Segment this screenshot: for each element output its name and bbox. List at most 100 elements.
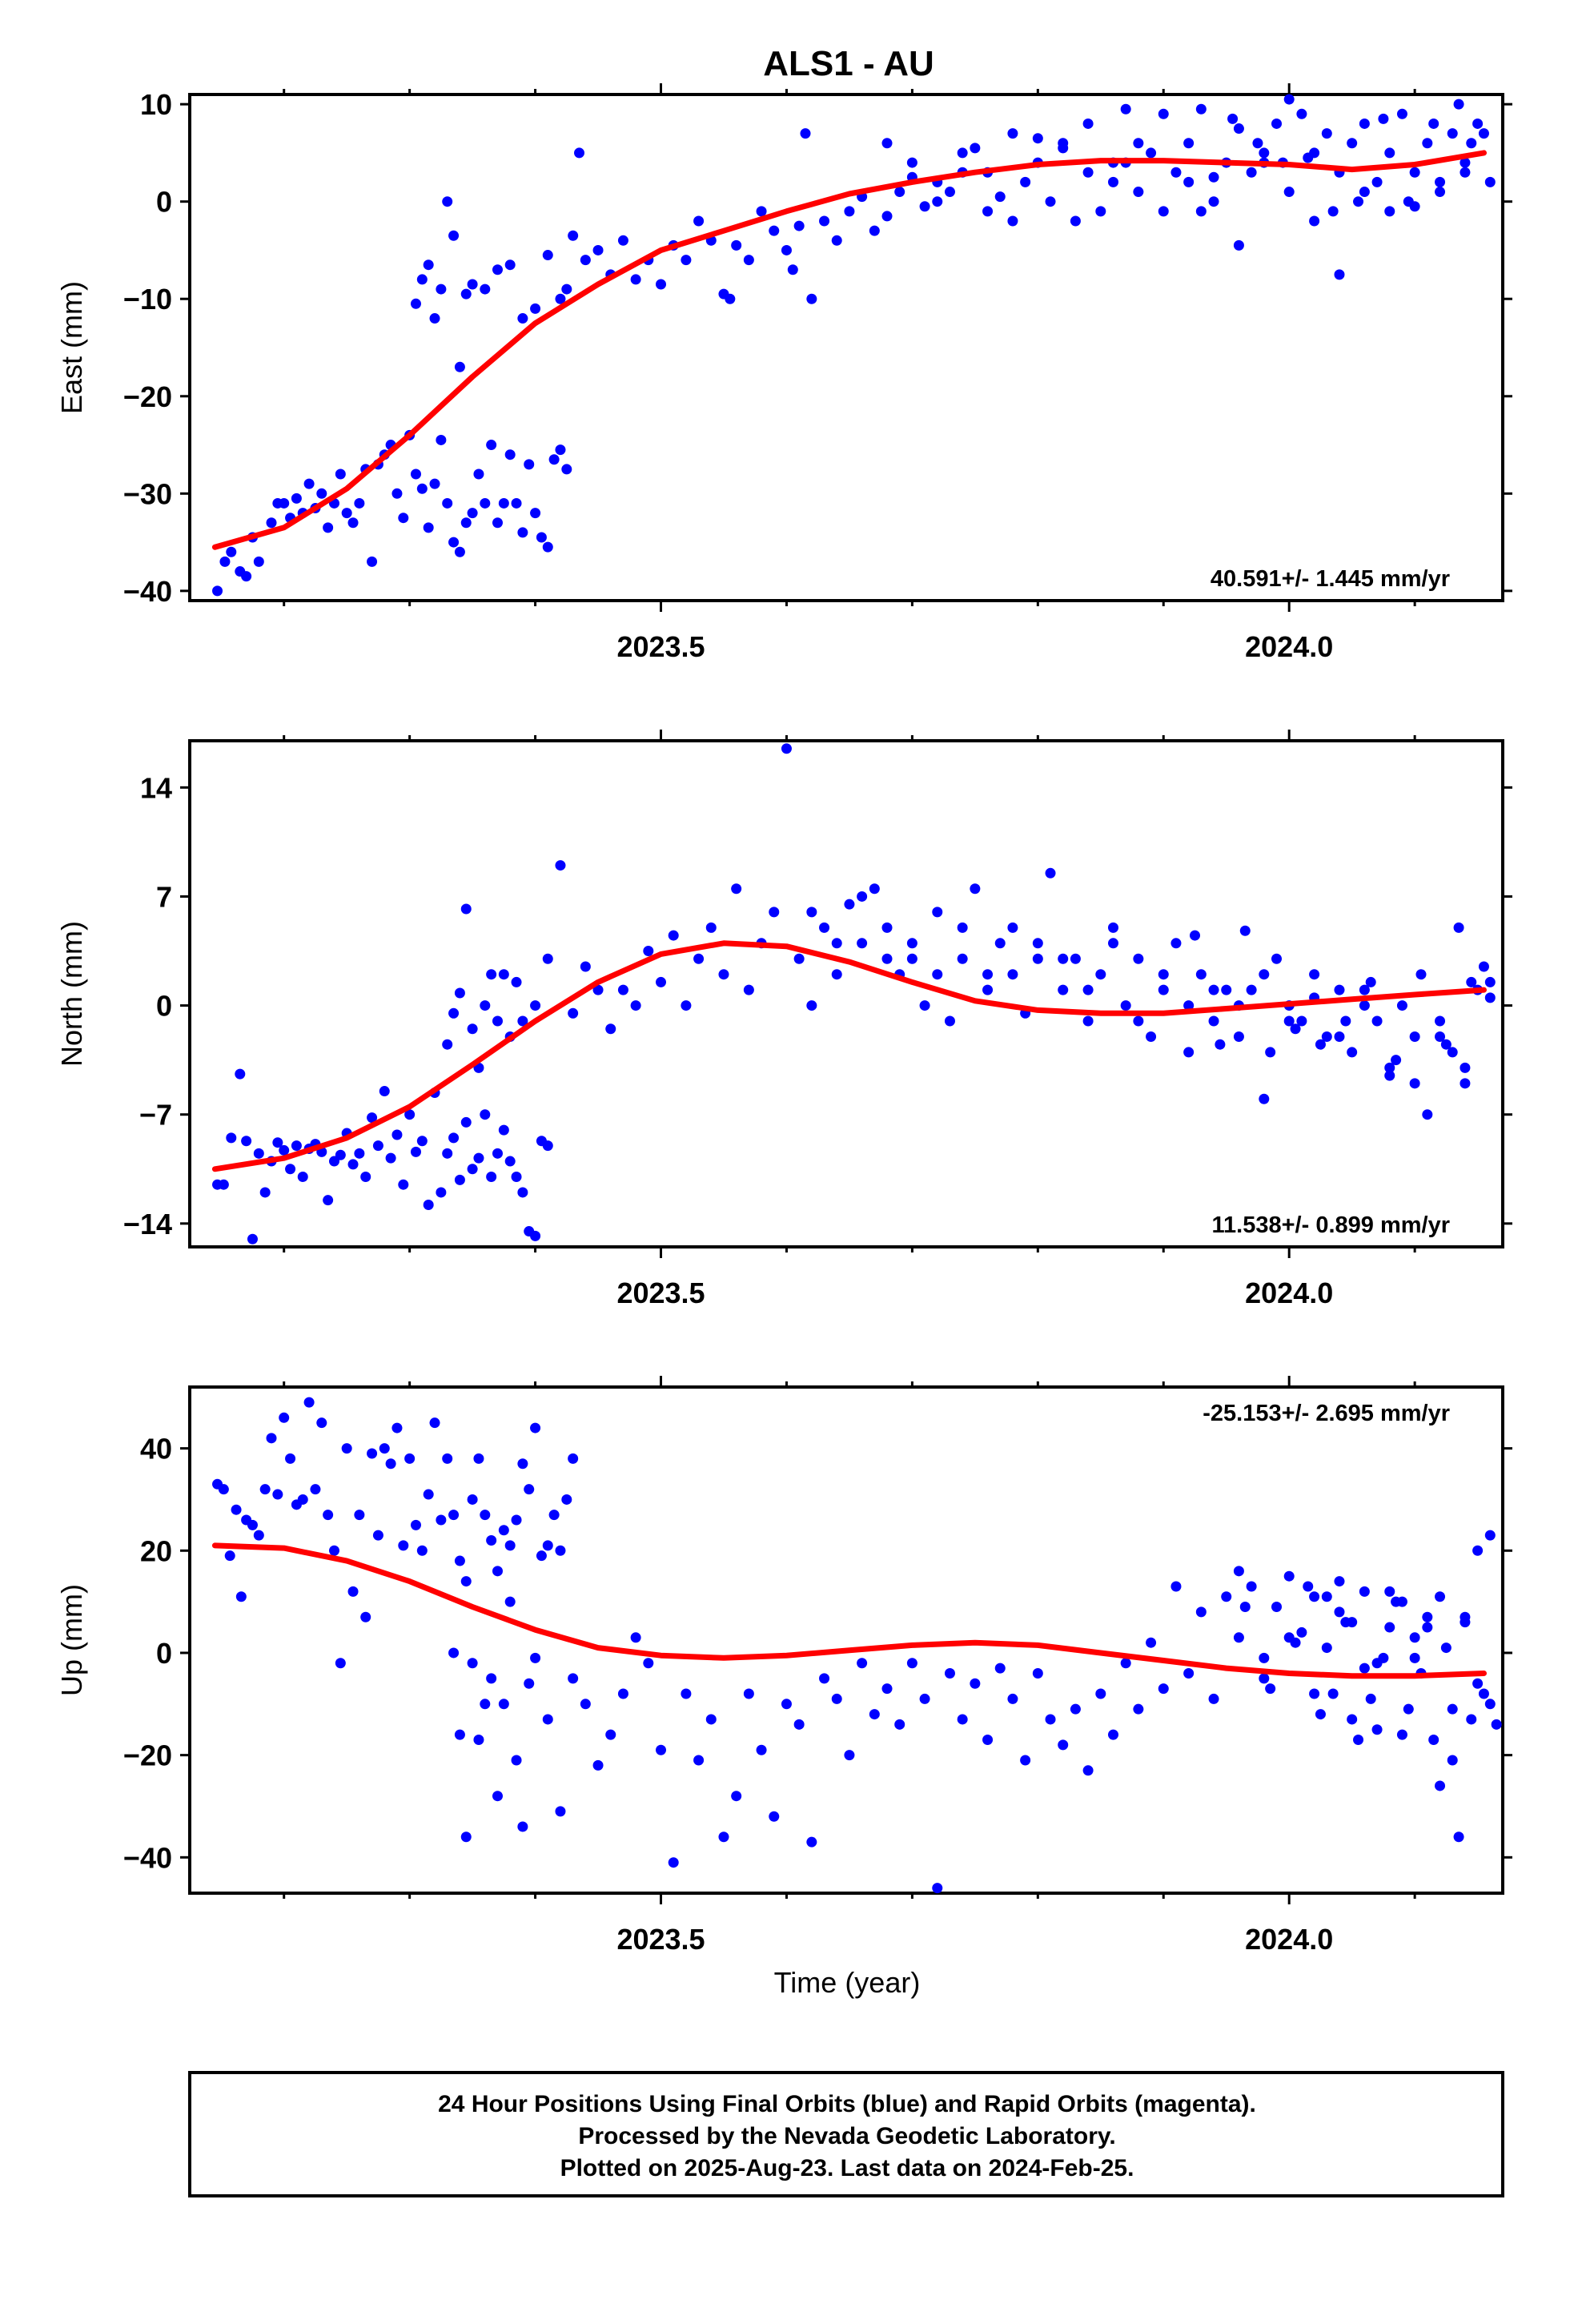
data-point-north (1107, 938, 1118, 949)
data-point-up (1309, 1688, 1320, 1699)
data-point-north (857, 891, 868, 902)
data-point-up (504, 1596, 516, 1607)
data-point-north (1133, 953, 1144, 964)
data-point-up (524, 1678, 535, 1689)
data-point-up (1120, 1658, 1131, 1669)
data-point-up (1265, 1683, 1276, 1695)
data-point-north (367, 1112, 378, 1124)
data-point-up (1334, 1606, 1345, 1618)
data-point-east (1208, 196, 1219, 207)
data-point-east (756, 206, 767, 217)
data-point-up (568, 1453, 579, 1464)
data-point-north (1259, 969, 1270, 980)
data-point-up (681, 1688, 692, 1699)
data-point-east (787, 264, 798, 275)
data-point-north (1283, 1015, 1295, 1027)
data-point-east (970, 143, 981, 154)
data-point-east (498, 497, 509, 509)
data-point-east (1227, 113, 1239, 124)
panel-north: −14 −7 0 7 14 2023.5 2024.0 North (mm) 11.538+/-… (55, 730, 1512, 1309)
data-point-up (1440, 1642, 1452, 1654)
data-point-up (857, 1658, 868, 1669)
data-point-east (423, 522, 434, 533)
fit-line-north (211, 940, 1487, 1172)
data-point-up (372, 1530, 383, 1541)
data-point-east (492, 264, 503, 275)
data-point-up (1296, 1626, 1307, 1638)
y-tick-label-east: 10 (140, 88, 172, 121)
data-point-north (1183, 1000, 1195, 1011)
data-point-north (285, 1164, 296, 1175)
data-point-up (530, 1422, 541, 1433)
y-axis-label-north: North (mm) (55, 921, 88, 1067)
data-point-up (1271, 1602, 1283, 1613)
data-point-up (1327, 1688, 1339, 1699)
data-point-north (398, 1179, 409, 1190)
data-point-up (932, 1883, 943, 1894)
data-point-east (1233, 123, 1244, 135)
data-point-east (881, 138, 893, 149)
data-point-east (467, 279, 478, 290)
data-point-east (1259, 147, 1270, 159)
y-tick-label-up: −20 (123, 1739, 172, 1772)
data-point-east (1195, 103, 1207, 115)
data-point-north (1365, 976, 1376, 987)
data-point-east (1107, 176, 1118, 187)
data-point-east (1484, 176, 1496, 187)
data-point-up (844, 1750, 855, 1761)
data-point-east (957, 147, 968, 159)
data-point-east (1158, 206, 1169, 217)
data-point-north (473, 1152, 484, 1164)
data-point-up (517, 1821, 528, 1832)
data-point-north (460, 1116, 472, 1128)
data-point-up (1466, 1714, 1477, 1725)
data-point-east (266, 517, 277, 529)
rate-label-north: 11.538+/- 0.899 mm/yr (1212, 1212, 1450, 1238)
data-point-up (473, 1734, 484, 1745)
data-point-east (555, 293, 566, 304)
data-point-east (492, 517, 503, 529)
data-point-east (881, 211, 893, 222)
data-point-north (404, 1109, 416, 1120)
data-point-north (448, 1132, 460, 1144)
data-point-north (486, 969, 497, 980)
data-point-east (806, 293, 817, 304)
data-point-east (530, 508, 541, 519)
data-point-east (410, 298, 421, 309)
data-point-up (1246, 1581, 1257, 1592)
data-point-east (919, 201, 930, 212)
data-point-up (617, 1688, 628, 1699)
data-point-up (869, 1709, 880, 1720)
data-point-up (310, 1484, 321, 1495)
data-point-north (1347, 1047, 1358, 1058)
data-point-north (1095, 969, 1106, 980)
data-point-north (806, 907, 817, 918)
data-point-east (1082, 167, 1094, 178)
data-point-up (1484, 1699, 1496, 1710)
data-point-east (454, 546, 465, 557)
data-point-up (416, 1545, 428, 1556)
data-point-north (693, 953, 705, 964)
data-point-east (561, 283, 572, 295)
data-point-up (1058, 1739, 1069, 1751)
data-point-east (524, 459, 535, 470)
data-point-east (416, 274, 428, 285)
data-point-north (460, 903, 472, 915)
data-point-up (1321, 1642, 1332, 1654)
data-point-east (1447, 128, 1458, 139)
data-point-north (781, 743, 792, 754)
rate-label-east: 40.591+/- 1.445 mm/yr (1211, 566, 1450, 592)
data-point-east (1359, 118, 1370, 129)
data-point-north (259, 1187, 271, 1198)
data-point-up (881, 1683, 893, 1695)
data-point-east (580, 255, 591, 266)
y-tick-label-north: −7 (139, 1099, 172, 1132)
data-point-north (291, 1140, 302, 1152)
data-point-east (1347, 138, 1358, 149)
data-point-east (1422, 138, 1433, 149)
data-point-north (297, 1171, 308, 1182)
y-tick-label-up: 40 (140, 1433, 172, 1466)
data-point-east (743, 255, 754, 266)
data-point-up (247, 1519, 258, 1530)
data-point-north (957, 922, 968, 933)
